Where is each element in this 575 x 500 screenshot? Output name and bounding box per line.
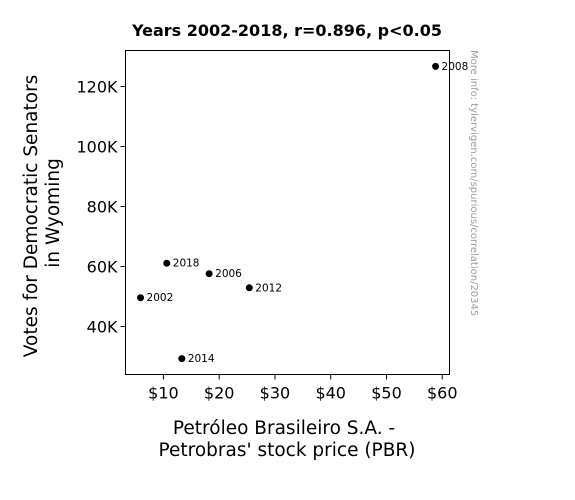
data-point bbox=[432, 62, 440, 70]
watermark-text: More info: tylervigen.com/spurious/corre… bbox=[468, 50, 479, 316]
x-tick-label: $10 bbox=[148, 384, 179, 403]
data-points: 2002 2006 2008 2012 2014 2018 bbox=[137, 61, 468, 365]
x-tick-label: $30 bbox=[260, 384, 291, 403]
plot-frame bbox=[125, 50, 450, 375]
data-point bbox=[205, 270, 213, 278]
y-tick-label: 120K bbox=[76, 78, 118, 97]
data-point-label: 2002 bbox=[147, 292, 174, 304]
data-point bbox=[137, 294, 145, 302]
data-point bbox=[178, 355, 186, 363]
y-tick-label: 80K bbox=[87, 198, 118, 217]
x-axis-label-line-2: Petrobras' stock price (PBR) bbox=[159, 440, 416, 461]
data-point-label: 2008 bbox=[442, 61, 469, 73]
chart-title: Years 2002-2018, r=0.896, p<0.05 bbox=[131, 21, 442, 40]
y-tick-label: 60K bbox=[87, 258, 118, 277]
y-axis-label-line-1: Votes for Democratic Senators bbox=[21, 75, 42, 358]
y-axis: 40K 60K 80K 100K 120K bbox=[76, 78, 126, 337]
x-axis: $10 $20 $30 $40 $50 $60 bbox=[148, 374, 458, 403]
x-tick-label: $50 bbox=[371, 384, 402, 403]
x-tick-label: $40 bbox=[315, 384, 346, 403]
x-axis-label-line-1: Petróleo Brasileiro S.A. - bbox=[173, 418, 395, 439]
x-tick-label: $60 bbox=[427, 384, 458, 403]
data-point bbox=[163, 259, 171, 267]
y-tick-label: 40K bbox=[87, 318, 118, 337]
x-tick-label: $20 bbox=[204, 384, 235, 403]
y-axis-label: Votes for Democratic Senators in Wyoming bbox=[21, 69, 64, 357]
data-point bbox=[245, 284, 253, 292]
y-axis-label-line-2: in Wyoming bbox=[43, 158, 64, 268]
data-point-label: 2006 bbox=[215, 268, 242, 280]
y-tick-label: 100K bbox=[76, 138, 118, 157]
data-point-label: 2018 bbox=[173, 258, 200, 270]
x-axis-label: Petróleo Brasileiro S.A. - Petrobras' st… bbox=[159, 418, 416, 461]
data-point-label: 2014 bbox=[188, 353, 215, 365]
data-point-label: 2012 bbox=[255, 282, 282, 294]
